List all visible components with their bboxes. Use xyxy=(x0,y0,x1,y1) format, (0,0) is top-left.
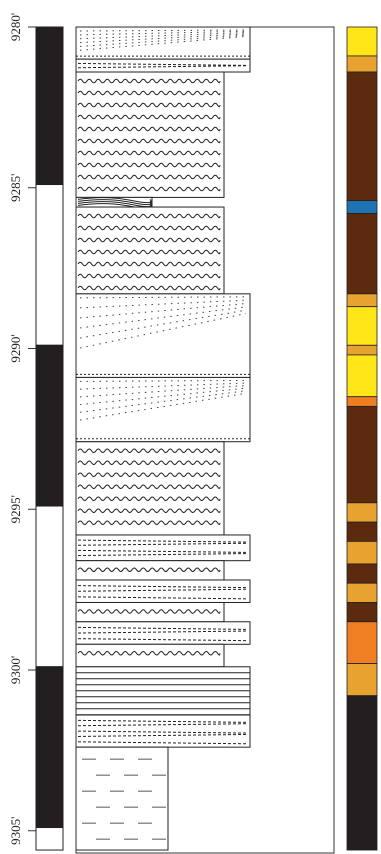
lithology-bed-wavy-shale xyxy=(76,441,225,536)
color-log-band xyxy=(346,521,378,542)
depth-label: 9285' xyxy=(8,174,23,202)
lithology-bed-wavy-shale xyxy=(76,643,225,668)
color-log-band xyxy=(346,502,378,523)
color-log-band xyxy=(346,213,378,295)
depth-axis-ticks xyxy=(28,26,36,832)
lithology-bed-wavy-shale xyxy=(76,71,225,198)
lithology-bed-laminated-sand xyxy=(76,714,251,748)
color-log-band xyxy=(346,71,378,202)
polarity-column xyxy=(35,26,64,851)
color-log-band xyxy=(346,405,378,504)
lithology-bed-laminated-sand xyxy=(76,579,251,603)
polarity-zone-reversed xyxy=(35,827,64,851)
lithology-bed-wavy-shale xyxy=(76,560,225,581)
lithology-bed-cross-bedded-sand xyxy=(76,376,251,443)
color-log-band xyxy=(346,344,378,356)
depth-label: 9290' xyxy=(8,334,23,362)
color-log-band xyxy=(346,55,378,73)
polarity-zone-reversed xyxy=(35,184,64,346)
lithology-column xyxy=(76,27,251,851)
polarity-zone-normal xyxy=(35,344,64,507)
lithology-bed-cross-bedded-sand xyxy=(76,293,251,378)
color-log-band xyxy=(346,541,378,565)
lithology-bed-laminated-sand xyxy=(76,534,251,562)
polarity-zone-normal xyxy=(35,26,64,186)
lithology-bed-cross-bedded-sand xyxy=(76,27,251,60)
lithology-bed-wavy-shale xyxy=(76,601,225,623)
color-log-band xyxy=(346,396,378,407)
color-log-band xyxy=(346,200,378,214)
depth-label: 9300' xyxy=(8,656,23,684)
color-log-band xyxy=(346,695,378,851)
lithology-bed-laminated-sand xyxy=(76,621,251,645)
color-log-band xyxy=(346,293,378,308)
color-log-band xyxy=(346,621,378,664)
lithology-bed-wavy-shale xyxy=(76,206,225,295)
color-log-band xyxy=(346,354,378,398)
color-log-band xyxy=(346,582,378,603)
lithology-bed-laminated-sand xyxy=(76,58,251,73)
lithology-bed-mudstone xyxy=(76,746,169,851)
color-log-band xyxy=(346,563,378,584)
color-log-band xyxy=(346,602,378,623)
depth-label: 9295' xyxy=(8,495,23,523)
depth-axis-labels: 9280' 9285' 9290' 9295' 9300' 9305' xyxy=(8,13,23,845)
color-log-band xyxy=(346,306,378,346)
depth-label: 9305' xyxy=(8,817,23,845)
polarity-zone-reversed xyxy=(35,505,64,668)
lithology-bed-horizontal-laminae xyxy=(76,666,251,716)
color-log-column xyxy=(346,26,378,851)
polarity-zone-normal xyxy=(35,666,64,829)
lithology-bed-coal-streak xyxy=(76,196,153,210)
depth-label: 9280' xyxy=(8,13,23,41)
color-log-band xyxy=(346,26,378,57)
color-log-band xyxy=(346,663,378,697)
